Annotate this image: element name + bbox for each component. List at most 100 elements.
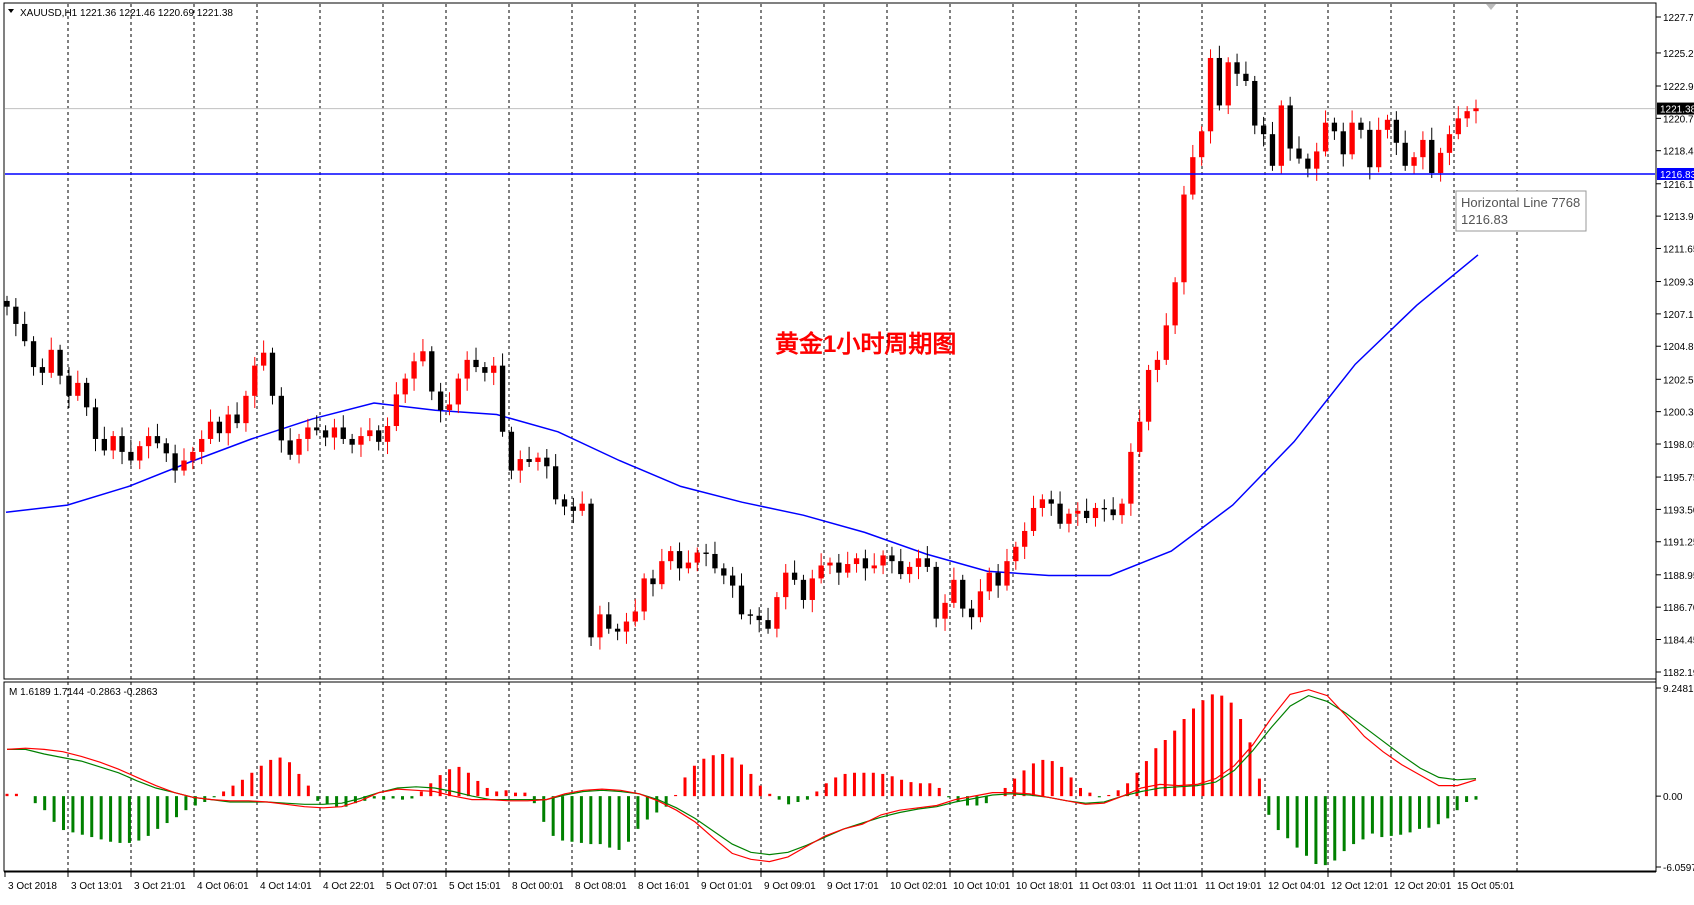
dropdown-triangle-icon[interactable] [8,9,14,13]
candle-body [1340,131,1346,155]
x-tick-label: 8 Oct 00:01 [512,881,564,892]
candle-body [1446,134,1453,153]
y-tick-label: 1191.25 [1663,538,1694,549]
candle-body [623,621,630,632]
candle-body [66,375,72,396]
candle-body [340,427,346,439]
symbol-header: XAUUSD,H1 1221.36 1221.46 1220.69 1221.3… [20,8,233,19]
candle-body [685,562,692,569]
candle-body [544,457,550,467]
candle-body [898,561,904,575]
x-tick-label: 5 Oct 07:01 [386,881,438,892]
y-tick-label: 1227.75 [1663,13,1694,24]
candle-body [464,359,470,379]
candle-body [809,578,815,600]
candle-body [641,578,647,612]
candle-body [526,459,532,462]
candle-body [1260,125,1267,135]
candle-body [393,394,400,427]
candle-body [845,564,851,573]
y-tick-label: 1216.15 [1663,180,1694,191]
candle-body [1216,57,1223,106]
candle-body [384,426,391,442]
candle-body [1322,122,1329,152]
candle-body [13,306,19,324]
signal-line [7,694,1477,856]
candle-body [1243,73,1249,81]
candle-body [48,349,54,373]
y-tick-label: 1213.90 [1663,212,1694,223]
candle-body [92,407,99,439]
candle-body [1022,530,1028,547]
candle-body [694,552,700,563]
candle-body [1437,152,1444,173]
y-tick-label: 1207.10 [1663,310,1694,321]
candle-body [924,558,930,567]
x-tick-label: 8 Oct 16:01 [638,881,690,892]
candle-body [703,552,709,554]
candle-body [1367,129,1373,168]
x-tick-label: 12 Oct 20:01 [1394,881,1452,892]
chart-annotation: 黄金1小时周期图 [775,330,956,358]
candle-body [1287,105,1293,149]
candle-body [128,451,134,461]
candle-body [22,323,28,342]
candle-body [1083,510,1090,519]
candle-body [181,460,187,471]
macd-lines [6,689,1477,863]
candle-body [163,443,169,454]
y-tick-label: 1209.35 [1663,278,1694,289]
candle-body [747,614,754,616]
candle-body [199,438,205,452]
autoscroll-arrow-icon[interactable] [1486,4,1496,10]
x-tick-label: 5 Oct 15:01 [449,881,501,892]
candle-body [1429,139,1435,173]
candle-body [216,421,223,434]
candle-body [1384,119,1391,130]
candle-body [862,558,869,569]
y-tick-label: 1225.25 [1663,49,1694,60]
candle-body [915,558,922,567]
candle-body [1252,80,1258,126]
macd-line [6,689,1477,863]
indicator-header: M 1.6189 1.7144 -0.2863 -0.2863 [9,687,158,698]
candle-body [137,446,143,461]
current-price-badge [1657,102,1694,115]
candle-body [977,591,984,618]
candle-body [986,572,992,592]
indicator-axis: 9.2481 0.00 -6.0597 [1656,684,1694,874]
candle-body [765,620,771,629]
candle-body [1455,118,1461,135]
y-tick-label: 1198.05 [1663,440,1694,451]
horizontal-line[interactable]: 1216.83 [5,167,1694,181]
candle-body [101,438,107,451]
candle-body [207,421,214,439]
candle-body [1181,194,1187,283]
candle-body [75,382,81,396]
candle-body [243,395,249,424]
candle-body [1163,325,1169,360]
candle-body [933,566,939,619]
y-tick-label: 1188.95 [1663,571,1694,582]
horizontal-line-tooltip: Horizontal Line 7768 1216.83 [1455,190,1587,232]
candle-body [234,414,240,424]
candle-body [1349,122,1355,155]
candle-body [367,430,373,437]
y-tick-label: 1195.75 [1663,473,1694,484]
candle-body [1119,503,1125,516]
x-tick-label: 4 Oct 22:01 [323,881,375,892]
candle-body [1207,57,1214,132]
price-axis: 1227.75 1225.25 1222.95 1220.70 1218.45 1216.… [5,13,1694,679]
x-tick-label: 12 Oct 04:01 [1268,881,1326,892]
y-tick-label: 1200.30 [1663,408,1694,419]
candle-body [1358,122,1364,130]
y-tick-label: 1222.95 [1663,82,1694,93]
candle-body [322,430,329,438]
candle-body [1376,129,1382,168]
candle-body [960,579,966,609]
x-tick-label: 11 Oct 03:01 [1079,881,1136,892]
candle-body [783,572,789,598]
candle-body [570,506,577,511]
